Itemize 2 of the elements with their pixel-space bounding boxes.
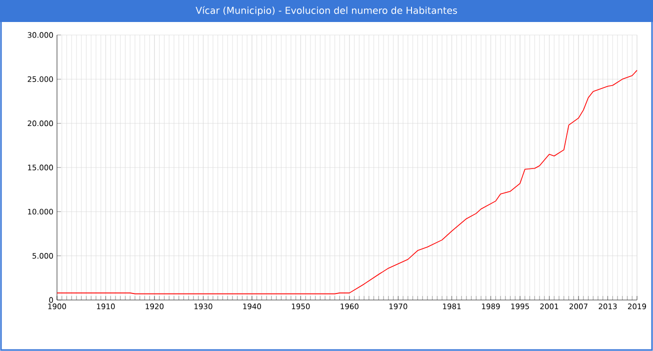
chart-title: Vícar (Municipio) - Evolucion del numero de Habitantes (196, 6, 458, 16)
line-series (56, 70, 638, 294)
